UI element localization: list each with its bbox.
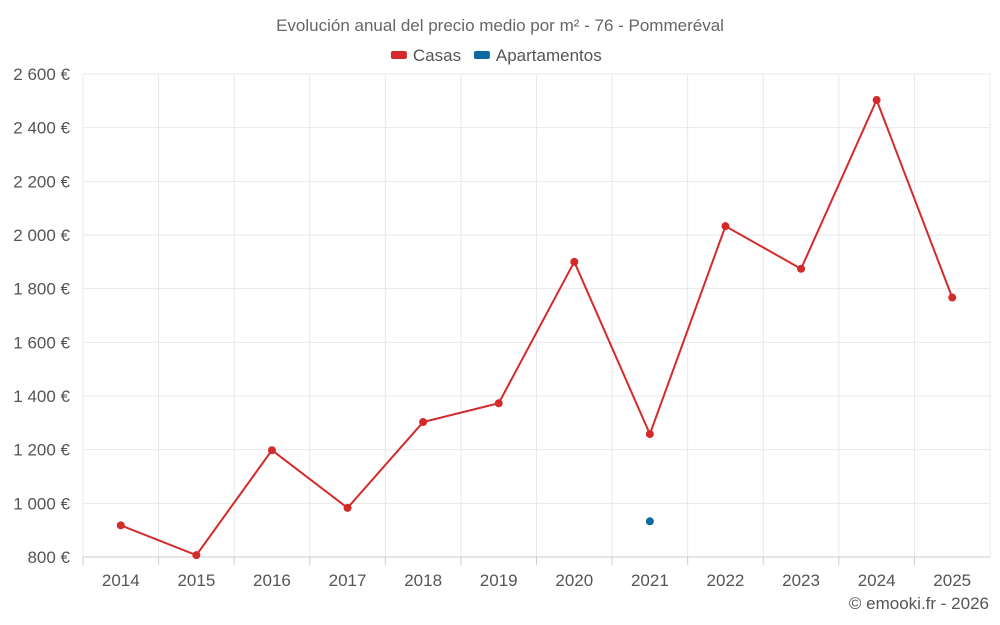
y-tick-label: 800 €: [27, 548, 70, 567]
x-tick-label: 2023: [782, 571, 820, 590]
data-point[interactable]: [419, 418, 428, 427]
data-point[interactable]: [343, 503, 352, 512]
legend-swatch: [473, 51, 490, 59]
x-axis-ticks: 2014 2015 2016 2017 2018 2019 2020 2021 2022 2023…: [102, 571, 971, 590]
credit-text: © emooki.fr - 2026: [849, 594, 989, 613]
grid: [82, 73, 991, 565]
data-point[interactable]: [797, 264, 806, 273]
y-tick-label: 1 000 €: [13, 494, 70, 513]
x-tick-label: 2016: [253, 571, 291, 590]
data-point[interactable]: [721, 222, 730, 231]
y-tick-label: 1 800 €: [13, 280, 70, 299]
data-point[interactable]: [645, 430, 654, 439]
legend-item[interactable]: Apartamentos: [473, 46, 602, 65]
data-point[interactable]: [570, 257, 579, 266]
data-point[interactable]: [948, 293, 957, 302]
data-point[interactable]: [116, 521, 125, 530]
y-tick-label: 2 000 €: [13, 226, 70, 245]
data-point[interactable]: [267, 446, 276, 455]
y-tick-label: 2 600 €: [13, 65, 70, 84]
y-tick-label: 2 200 €: [13, 172, 70, 191]
data-point[interactable]: [192, 551, 201, 560]
x-tick-label: 2020: [555, 571, 593, 590]
legend-label: Apartamentos: [496, 46, 602, 65]
data-point[interactable]: [872, 96, 881, 105]
x-tick-label: 2025: [933, 571, 971, 590]
x-tick-label: 2014: [102, 571, 140, 590]
x-tick-label: 2017: [329, 571, 367, 590]
chart-title: Evolución anual del precio medio por m² …: [276, 16, 724, 35]
x-tick-label: 2024: [858, 571, 896, 590]
x-tick-label: 2019: [480, 571, 518, 590]
legend-swatch: [390, 51, 407, 59]
y-tick-label: 2 400 €: [13, 119, 70, 138]
x-tick-label: 2018: [404, 571, 442, 590]
x-tick-label: 2015: [177, 571, 215, 590]
y-tick-label: 1 600 €: [13, 333, 70, 352]
legend: Casas Apartamentos: [390, 46, 602, 65]
x-tick-label: 2022: [707, 571, 745, 590]
data-point[interactable]: [645, 517, 654, 526]
y-tick-label: 1 200 €: [13, 441, 70, 460]
y-tick-label: 1 400 €: [13, 387, 70, 406]
series-layer: [116, 96, 957, 560]
y-axis-ticks: 800 € 1 000 € 1 200 € 1 400 € 1 600 € 1 800 €…: [13, 65, 70, 567]
legend-label: Casas: [413, 46, 461, 65]
legend-item[interactable]: Casas: [390, 46, 461, 65]
data-point[interactable]: [494, 399, 503, 408]
series-line-0: [120, 97, 954, 557]
x-tick-label: 2021: [631, 571, 669, 590]
